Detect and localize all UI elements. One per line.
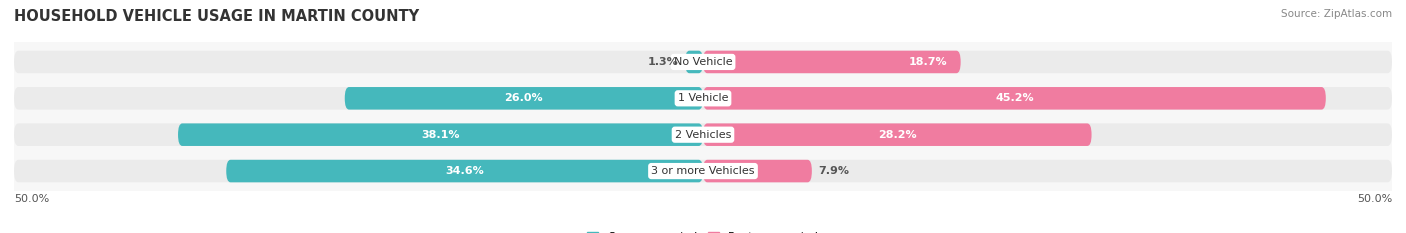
Text: 34.6%: 34.6% (446, 166, 484, 176)
FancyBboxPatch shape (703, 87, 1326, 110)
Text: 18.7%: 18.7% (908, 57, 946, 67)
Legend: Owner-occupied, Renter-occupied: Owner-occupied, Renter-occupied (586, 232, 820, 233)
FancyBboxPatch shape (179, 123, 703, 146)
Text: 7.9%: 7.9% (818, 166, 849, 176)
FancyBboxPatch shape (703, 51, 960, 73)
Text: 26.0%: 26.0% (505, 93, 543, 103)
FancyBboxPatch shape (14, 51, 1392, 73)
Text: 50.0%: 50.0% (1357, 194, 1392, 204)
Text: 38.1%: 38.1% (422, 130, 460, 140)
FancyBboxPatch shape (226, 160, 703, 182)
Text: No Vehicle: No Vehicle (673, 57, 733, 67)
Text: 50.0%: 50.0% (14, 194, 49, 204)
FancyBboxPatch shape (14, 160, 1392, 182)
Text: 1.3%: 1.3% (647, 57, 678, 67)
Text: HOUSEHOLD VEHICLE USAGE IN MARTIN COUNTY: HOUSEHOLD VEHICLE USAGE IN MARTIN COUNTY (14, 9, 419, 24)
FancyBboxPatch shape (14, 123, 1392, 146)
Text: 28.2%: 28.2% (877, 130, 917, 140)
Text: 45.2%: 45.2% (995, 93, 1033, 103)
Text: 3 or more Vehicles: 3 or more Vehicles (651, 166, 755, 176)
Text: 2 Vehicles: 2 Vehicles (675, 130, 731, 140)
FancyBboxPatch shape (703, 123, 1091, 146)
FancyBboxPatch shape (685, 51, 703, 73)
Text: Source: ZipAtlas.com: Source: ZipAtlas.com (1281, 9, 1392, 19)
FancyBboxPatch shape (14, 87, 1392, 110)
Text: 1 Vehicle: 1 Vehicle (678, 93, 728, 103)
FancyBboxPatch shape (703, 160, 811, 182)
FancyBboxPatch shape (344, 87, 703, 110)
